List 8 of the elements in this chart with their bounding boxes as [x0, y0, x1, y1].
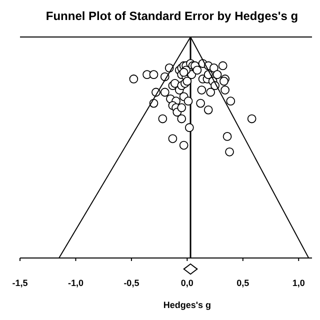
x-tick-label: 0,0: [180, 278, 194, 288]
x-axis-title: Hedges's g: [163, 300, 212, 310]
x-tick-label: 1,0: [292, 278, 305, 288]
x-tick-label: -1,0: [68, 278, 84, 288]
x-tick-label: 0,5: [236, 278, 250, 288]
x-tick-label: -0,5: [124, 278, 140, 288]
chart-title: Funnel Plot of Standard Error by Hedges's g: [46, 9, 298, 23]
x-tick-label: -1,5: [12, 278, 28, 288]
